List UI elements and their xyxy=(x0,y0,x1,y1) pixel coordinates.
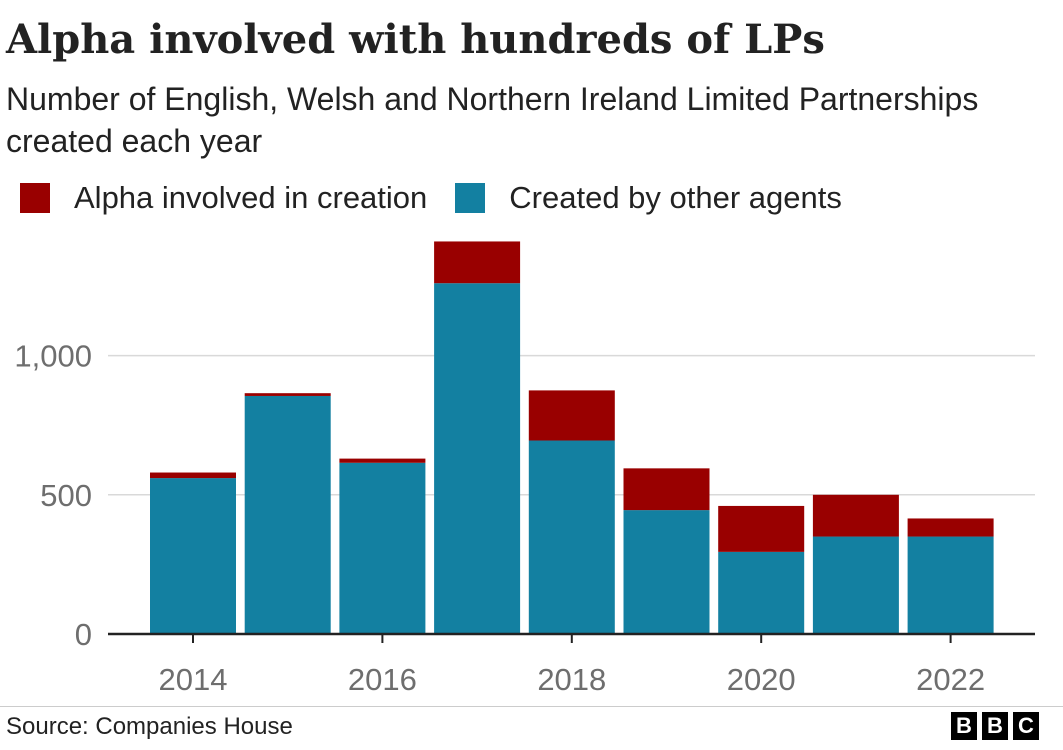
x-tick-label: 2018 xyxy=(537,662,606,697)
chart-legend: Alpha involved in creation Created by ot… xyxy=(20,176,870,220)
x-tick-label: 2014 xyxy=(159,662,228,697)
bar-alpha-2016 xyxy=(339,458,426,463)
legend-label-alpha: Alpha involved in creation xyxy=(74,180,428,215)
bbc-logo-letter: C xyxy=(1013,712,1039,740)
bar-alpha-2015 xyxy=(244,393,331,396)
bar-alpha-2018 xyxy=(528,390,615,441)
y-tick-label: 0 xyxy=(75,617,92,652)
y-tick-label: 500 xyxy=(40,478,92,513)
chart-subtitle: Number of English, Welsh and Northern Ir… xyxy=(6,81,979,159)
legend-label-other-agents: Created by other agents xyxy=(509,180,842,215)
bars xyxy=(150,241,994,634)
legend-item-other-agents: Created by other agents xyxy=(455,180,842,216)
bar-other-agents-2017 xyxy=(434,283,521,634)
y-axis-tick-labels: 0 500 1,000 xyxy=(14,339,92,652)
footer-divider xyxy=(0,706,1063,707)
x-axis-tick-labels: 2014 2016 2018 2020 2022 xyxy=(159,662,986,697)
bar-other-agents-2015 xyxy=(244,395,331,634)
legend-item-alpha: Alpha involved in creation xyxy=(20,180,427,216)
legend-swatch-other-agents xyxy=(455,183,486,213)
legend-swatch-alpha xyxy=(20,183,50,213)
bar-other-agents-2022 xyxy=(907,536,994,634)
bar-other-agents-2019 xyxy=(623,510,710,634)
bar-alpha-2020 xyxy=(718,505,805,552)
bar-alpha-2014 xyxy=(150,472,236,479)
bar-alpha-2021 xyxy=(812,494,899,537)
bbc-logo: B B C xyxy=(946,712,1039,740)
chart-title: Alpha involved with hundreds of LPs xyxy=(6,16,825,63)
y-tick-label: 1,000 xyxy=(14,339,92,374)
x-axis xyxy=(108,632,1035,643)
bar-alpha-2019 xyxy=(623,468,710,511)
bar-alpha-2022 xyxy=(907,518,994,537)
bar-other-agents-2018 xyxy=(528,440,615,634)
x-tick-label: 2016 xyxy=(348,662,417,697)
stacked-bar-chart: 0 500 1,000 2014 2016 2018 2020 2022 xyxy=(14,241,1035,697)
bbc-logo-letter: B xyxy=(951,712,977,740)
bar-other-agents-2016 xyxy=(339,462,426,634)
x-tick-label: 2022 xyxy=(916,662,985,697)
bar-other-agents-2014 xyxy=(150,478,236,634)
bar-other-agents-2020 xyxy=(718,551,805,634)
bar-other-agents-2021 xyxy=(812,536,899,634)
x-tick-label: 2020 xyxy=(727,662,796,697)
bar-alpha-2017 xyxy=(434,241,521,284)
source-note: Source: Companies House xyxy=(6,713,293,740)
bbc-logo-letter: B xyxy=(982,712,1008,740)
